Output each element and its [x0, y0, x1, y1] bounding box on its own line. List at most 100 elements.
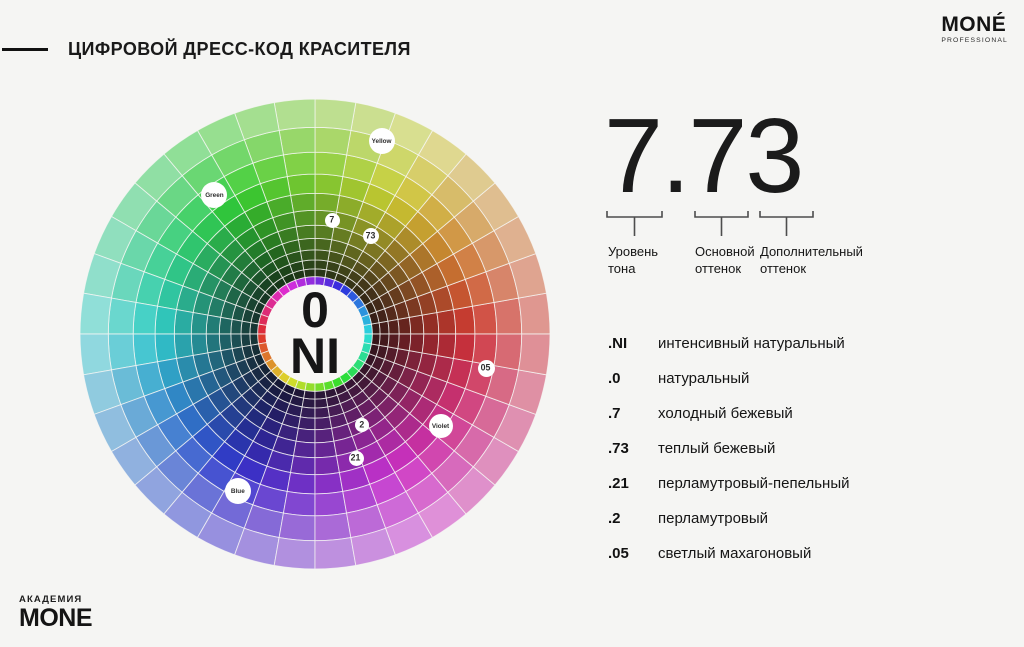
legend-item: .7 холодный бежевый: [608, 403, 850, 425]
wheel-cell: [314, 389, 327, 400]
wheel-cell: [282, 490, 316, 517]
wheel-cell: [303, 268, 316, 279]
wheel-label-chip: Violet: [429, 414, 453, 438]
wheel-cell: [518, 333, 550, 376]
wheel-label-text: 05: [481, 363, 491, 373]
wheel-cell: [154, 333, 177, 363]
wheel-label-text: 2: [359, 420, 365, 430]
wheel-cell: [295, 427, 316, 444]
wheel-cell: [314, 455, 340, 476]
legend-code: .7: [608, 405, 621, 422]
wheel-cell: [493, 333, 523, 371]
legend-code: .0: [608, 370, 621, 387]
shade-code: 7.73: [604, 97, 804, 215]
wheel-cell: [314, 237, 333, 252]
wheel-cell: [292, 440, 316, 459]
wheel-cell: [436, 333, 457, 359]
shade-legend: .NI интенсивный натуральный .0 натуральный.…: [608, 333, 850, 578]
page-title: ЦИФРОВОЙ ДРЕСС-КОД КРАСИТЕЛЯ: [68, 39, 411, 59]
wheel-cell: [370, 322, 381, 335]
wheel-cell: [107, 297, 137, 335]
wheel-cell: [297, 237, 316, 252]
wheel-cell: [132, 301, 159, 335]
wheel-cell: [240, 320, 252, 335]
legend-description: натуральный: [658, 370, 750, 387]
brand-tagline: PROFESSIONAL: [941, 37, 1008, 44]
wheel-cell: [314, 512, 352, 542]
wheel-label-chip: 73: [363, 228, 379, 244]
wheel-cell: [249, 322, 260, 335]
legend-description: интенсивный натуральный: [658, 335, 845, 352]
wheel-label-chip: 2: [355, 418, 369, 432]
legend-item: .2 перламутровый: [608, 508, 850, 530]
wheel-label-chip: 7: [324, 212, 340, 228]
wheel-cell: [132, 333, 159, 367]
wheel-cell: [314, 126, 352, 156]
wheel-cell: [273, 99, 316, 131]
wheel-cell: [299, 406, 316, 419]
brand-logo-top: MONÉ PROFESSIONAL: [941, 14, 1008, 44]
legend-code: .2: [608, 510, 621, 527]
legend-code: .NI: [608, 335, 628, 352]
wheel-cell: [314, 472, 344, 495]
legend-code: .05: [608, 545, 629, 562]
wheel-cell: [314, 406, 331, 419]
code-part-label-primary: Основной оттенок: [695, 244, 755, 276]
wheel-cell: [230, 333, 243, 350]
wheel-cell: [154, 305, 177, 335]
wheel-cell: [230, 318, 243, 335]
brand-logo-bottom: АКАДЕМИЯ MONE: [19, 594, 93, 631]
wheel-cell: [370, 333, 381, 346]
wheel-cell: [295, 224, 316, 241]
wheel-cell: [453, 333, 476, 363]
wheel-center-level: 0: [301, 282, 329, 338]
wheel-label-text: 7: [329, 215, 335, 225]
color-wheel-svg: [80, 99, 550, 569]
wheel-cell: [314, 173, 344, 196]
wheel-cell: [387, 318, 400, 335]
brand-name: MONÉ: [941, 13, 1007, 36]
wheel-cell: [436, 309, 457, 335]
wheel-cell: [397, 316, 412, 335]
wheel-label-text: Yellow: [372, 137, 392, 145]
wheel-label-text: Blue: [231, 487, 245, 495]
wheel-cell: [218, 333, 233, 352]
wheel-cell: [278, 126, 316, 156]
wheel-cell: [362, 333, 373, 345]
wheel-cell: [421, 333, 440, 357]
wheel-cell: [190, 333, 209, 357]
wheel-cell: [278, 512, 316, 542]
wheel-cell: [408, 333, 425, 354]
wheel-cell: [218, 316, 233, 335]
wheel-cell: [292, 209, 316, 228]
wheel-cell: [408, 314, 425, 335]
color-wheel: 0 NI Yellow Green 7 73 05 Violet 2 21 Blue: [80, 99, 550, 569]
wheel-cell: [314, 427, 335, 444]
wheel-cell: [301, 259, 316, 271]
wheel-cell: [282, 151, 316, 178]
wheel-cell: [286, 472, 316, 495]
wheel-cell: [107, 333, 137, 371]
wheel-cell: [286, 173, 316, 196]
wheel-cell: [314, 537, 357, 569]
wheel-label-chip: Blue: [225, 478, 251, 504]
wheel-cell: [249, 333, 260, 346]
wheel-label-chip: Yellow: [369, 128, 395, 154]
legend-item: .NI интенсивный натуральный: [608, 333, 850, 355]
wheel-cell: [314, 249, 331, 262]
wheel-cell: [301, 397, 316, 409]
wheel-cell: [493, 297, 523, 335]
legend-item: .21 перламутровый-пепельный: [608, 473, 850, 495]
wheel-cell: [314, 259, 329, 271]
wheel-cell: [173, 309, 194, 335]
wheel-cell: [205, 333, 222, 354]
academy-label: АКАДЕМИЯ: [19, 594, 83, 605]
wheel-cell: [190, 311, 209, 335]
wheel-label-text: 21: [351, 453, 361, 463]
wheel-cell: [290, 192, 316, 213]
legend-item: .0 натуральный: [608, 368, 850, 390]
wheel-cell: [397, 333, 412, 352]
wheel-cell: [378, 333, 390, 348]
wheel-cell: [290, 455, 316, 476]
